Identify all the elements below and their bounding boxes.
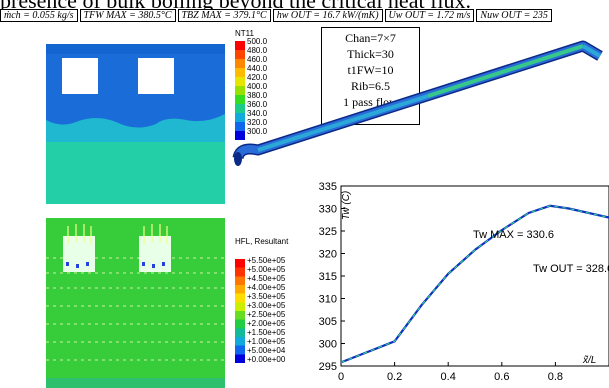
metric-tbz-max: TBZ MAX = 379.1°C xyxy=(177,9,271,22)
x-tick-label: 0 xyxy=(338,371,344,383)
metric-hw-out: hw OUT = 16.7 kW/(mK) xyxy=(272,9,383,22)
x-tick-label: 0.8 xyxy=(548,371,563,383)
param-rib: Rib=6.5 xyxy=(350,79,391,93)
y-tick-label: 305 xyxy=(319,316,337,328)
channel-cutout xyxy=(62,58,98,94)
heat-flux-contour xyxy=(46,218,225,388)
hfl-legend-label: +2.50e+05 xyxy=(247,310,286,319)
metric-mass-flow: ṁch = 0.055 kg/s xyxy=(0,9,78,22)
channel-cutout xyxy=(138,58,174,94)
x-tick-label: 0.2 xyxy=(387,371,402,383)
hfl-legend-label: +4.00e+05 xyxy=(247,283,286,292)
temp-legend-title: NT11 xyxy=(235,29,254,38)
x-tick-label: 0.6 xyxy=(494,371,509,383)
temperature-chart: 295 300 305 310 315 320 325 330 335 0 0.2 0.4 0.6 0.… xyxy=(319,181,609,383)
metric-nu-out: Nuw OUT = 235 xyxy=(476,9,552,22)
hfl-legend-labels: +5.50e+05 +5.00e+05 +4.50e+05 +4.00e+05 +3.5… xyxy=(247,256,285,364)
y-tick-label: 320 xyxy=(319,249,337,261)
y-axis-label: Tw (C) xyxy=(341,191,352,220)
x-axis-label: x̃/L xyxy=(582,355,596,366)
metric-uw-out: Uw OUT = 1.72 m/s xyxy=(384,9,475,22)
temp-legend-colorbar xyxy=(235,41,245,140)
temp-legend-label: 360.0 xyxy=(247,100,268,109)
temp-legend-labels: 500.0 480.0 460.0 440.0 420.0 400.0 380.0 360.0… xyxy=(247,37,267,136)
hfl-legend-label: +1.00e+05 xyxy=(247,337,286,346)
temp-legend-label: 420.0 xyxy=(247,73,268,82)
metric-tfw-max: TFW MAX = 380.5°C xyxy=(79,9,176,22)
hfl-legend-label: +3.50e+05 xyxy=(247,292,286,301)
temp-legend-label: 380.0 xyxy=(247,91,268,100)
y-tick-label: 315 xyxy=(319,271,337,283)
temp-legend-label: 480.0 xyxy=(247,46,268,55)
hfl-legend-colorbar xyxy=(235,259,245,363)
y-tick-label: 325 xyxy=(319,226,337,238)
hfl-legend-title: HFL, Resultant xyxy=(235,237,289,246)
hfl-legend-label: +5.00e+04 xyxy=(247,346,286,355)
temp-legend-label: 320.0 xyxy=(247,118,268,127)
param-first-wall: t1FW=10 xyxy=(347,63,394,77)
hfl-legend-label: +4.50e+05 xyxy=(247,274,286,283)
temp-legend-label: 340.0 xyxy=(247,109,268,118)
hfl-legend-label: +3.00e+05 xyxy=(247,301,286,310)
y-tick-label: 310 xyxy=(319,294,337,306)
annotation-tout: Tw OUT = 328.0 xyxy=(533,263,609,275)
y-tick-label: 335 xyxy=(319,181,337,193)
temp-legend-label: 440.0 xyxy=(247,64,268,73)
hfl-legend-label: +5.50e+05 xyxy=(247,256,286,265)
temp-legend-label: 400.0 xyxy=(247,82,268,91)
hfl-legend-label: +0.00e+00 xyxy=(247,355,286,364)
y-tick-label: 330 xyxy=(319,204,337,216)
y-tick-label: 295 xyxy=(319,361,337,373)
hfl-legend-label: +1.50e+05 xyxy=(247,328,286,337)
y-tick-label: 300 xyxy=(319,339,337,351)
annotation-tmax: Tw MAX = 330.6 xyxy=(473,229,554,241)
temperature-series-dash xyxy=(340,205,609,363)
param-thickness: Thick=30 xyxy=(347,47,394,61)
param-channel: Chan=7×7 xyxy=(345,31,396,45)
x-tick-label: 0.4 xyxy=(441,371,456,383)
hfl-legend-label: +2.00e+05 xyxy=(247,319,286,328)
hfl-legend-label: +5.00e+05 xyxy=(247,265,286,274)
temp-legend-label: 500.0 xyxy=(247,37,268,46)
temperature-contour xyxy=(46,44,225,204)
metrics-bar: ṁch = 0.055 kg/s TFW MAX = 380.5°C TBZ M… xyxy=(0,9,554,22)
pipe-3d-view xyxy=(232,40,603,166)
temp-legend-label: 460.0 xyxy=(247,55,268,64)
temp-legend-label: 300.0 xyxy=(247,127,268,136)
